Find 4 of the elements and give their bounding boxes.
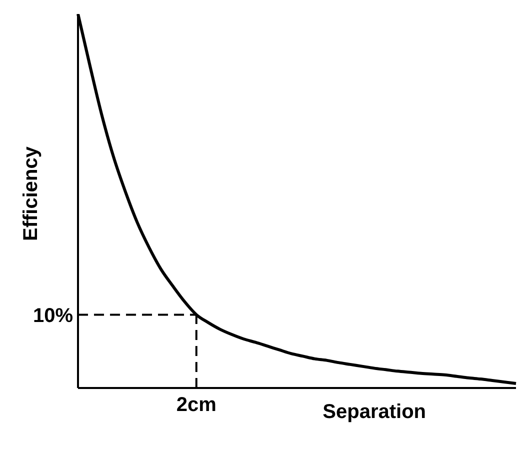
text: 2cm (176, 394, 216, 416)
x-axis-title: Separation (322, 401, 426, 423)
y-axis-title: Efficiency (20, 146, 42, 241)
text: 10% (32, 304, 74, 327)
